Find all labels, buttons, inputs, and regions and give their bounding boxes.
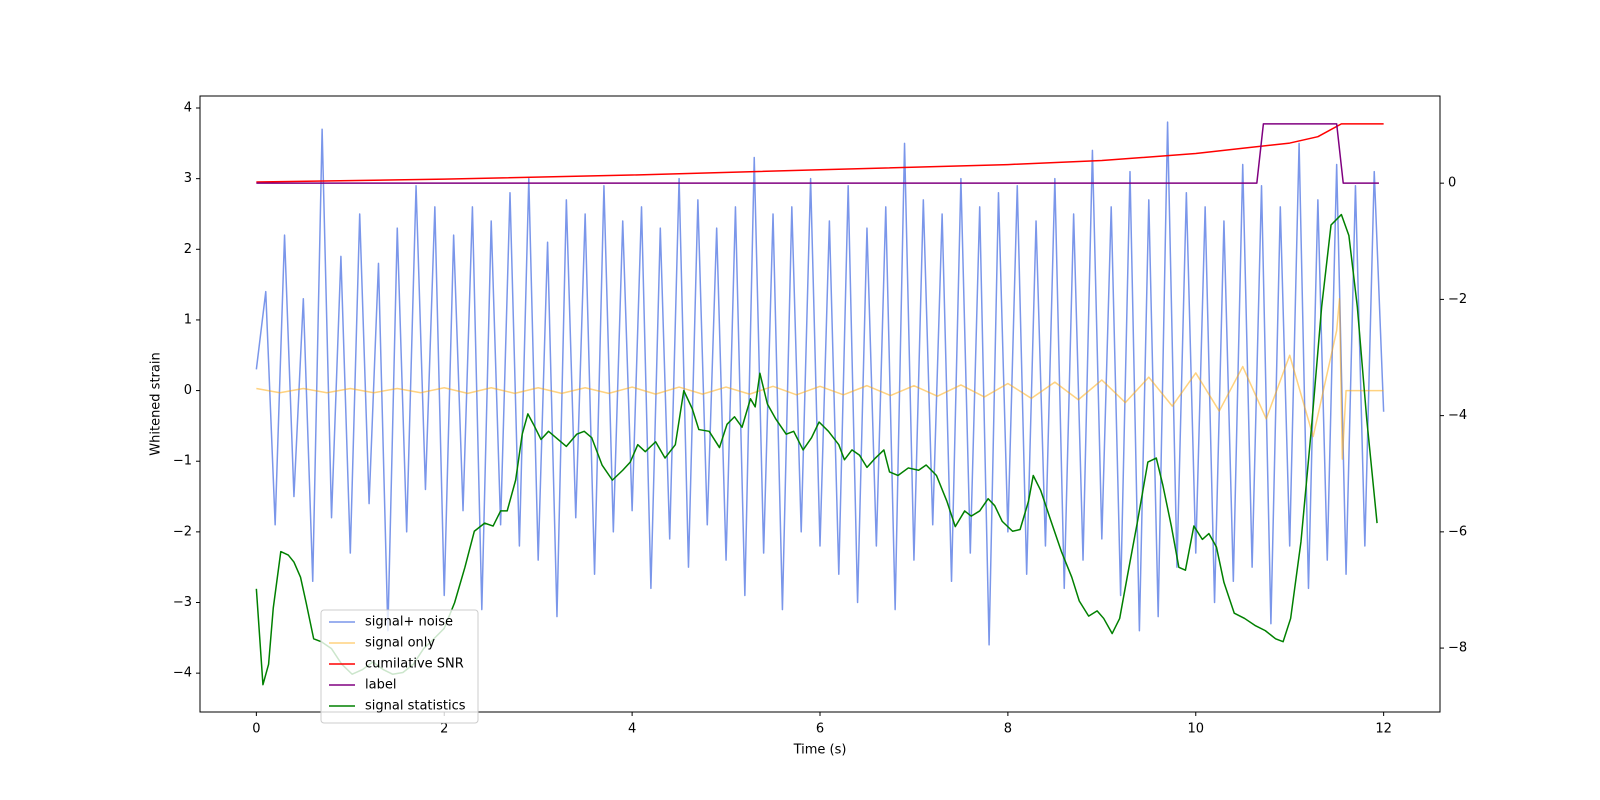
y-tick-label: −4 [173,666,192,681]
series-line [256,297,1384,460]
y2-tick-label: −6 [1448,524,1467,539]
legend: signal+ noise signal only cumilative SNR la… [320,609,479,724]
y-tick-label: −1 [173,454,192,469]
legend-label: label [365,678,396,693]
series-line [256,123,1384,183]
y-tick-label: 0 [184,383,192,398]
x-tick-label: 10 [1187,722,1204,737]
y-tick-label: −3 [173,595,192,610]
y-axis-label: Whitened strain [149,352,164,455]
y2-tick-label: 0 [1448,176,1456,191]
y-tick-label: 1 [184,312,192,327]
x-axis-label: Time (s) [793,743,847,758]
legend-label: cumilative SNR [365,657,464,672]
y2-tick-label: −8 [1448,641,1467,656]
series-line [255,121,1385,646]
y-tick-label: −2 [173,524,192,539]
legend-label: signal only [365,636,435,651]
y-tick-label: 3 [184,171,192,186]
legend-label: signal+ noise [365,615,453,630]
x-tick-label: 2 [440,722,448,737]
y-tick-label: 2 [184,242,192,257]
x-tick-label: 0 [252,722,260,737]
series-line [256,123,1379,184]
legend-box [320,609,479,724]
y2-tick-label: −4 [1448,408,1467,423]
x-tick-label: 4 [628,722,636,737]
y2-tick-label: −2 [1448,292,1467,307]
x-tick-label: 6 [816,722,824,737]
x-tick-label: 12 [1375,722,1392,737]
legend-label: signal statistics [365,699,466,714]
x-tick-label: 8 [1004,722,1012,737]
y-tick-label: 4 [184,101,192,116]
